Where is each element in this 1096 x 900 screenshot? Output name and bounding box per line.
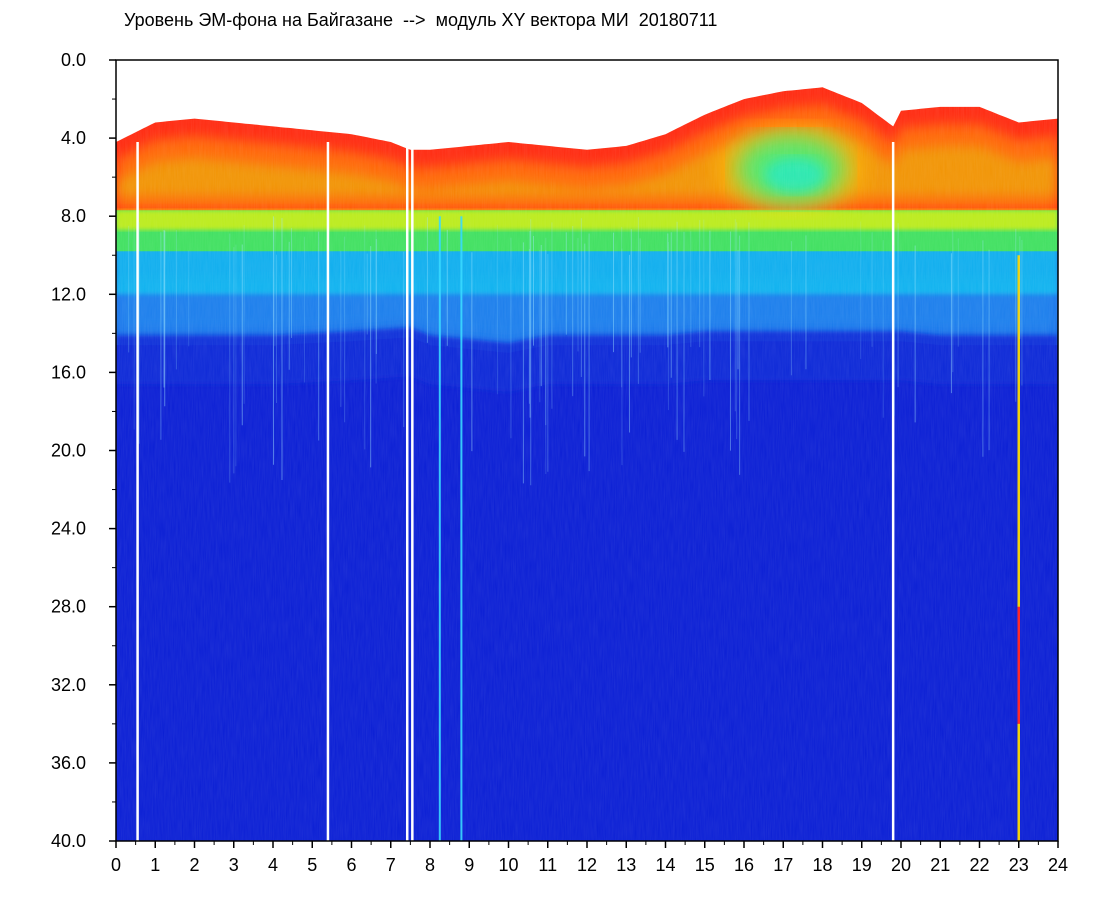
x-tick-label: 19 [852,855,872,875]
x-tick-label: 1 [150,855,160,875]
x-tick-label: 14 [655,855,675,875]
x-axis: 0 1 2 3 4 5 6 7 8 9 10 11 12 13 14 15 16 17 18 19 20 21 22 23 24 [111,841,1068,875]
x-tick-label: 23 [1009,855,1029,875]
x-tick-label: 13 [616,855,636,875]
y-tick-label: 12.0 [51,284,86,304]
x-tick-label: 11 [538,855,557,875]
x-tick-label: 20 [891,855,911,875]
x-tick-label: 8 [425,855,435,875]
y-tick-label: 28.0 [51,597,86,617]
x-tick-label: 21 [930,855,950,875]
x-tick-label: 24 [1048,855,1068,875]
x-tick-label: 2 [189,855,199,875]
plot-area [116,60,1058,841]
x-tick-label: 22 [969,855,989,875]
y-tick-label: 36.0 [51,753,86,773]
x-tick-label: 9 [464,855,474,875]
chart-title: Уровень ЭМ-фона на Байгазане --> модуль … [124,10,718,30]
y-tick-label: 4.0 [61,128,86,148]
x-tick-label: 18 [812,855,832,875]
x-tick-label: 17 [773,855,793,875]
x-tick-label: 5 [307,855,317,875]
x-tick-label: 16 [734,855,754,875]
x-tick-label: 15 [695,855,715,875]
x-tick-label: 0 [111,855,121,875]
y-tick-label: 16.0 [51,362,86,382]
y-axis: 0.0 4.0 8.0 12.0 16.0 20.0 24.0 28.0 32.0 36.0 40.… [51,50,116,851]
y-tick-label: 20.0 [51,441,86,461]
x-tick-label: 6 [346,855,356,875]
x-tick-label: 7 [386,855,396,875]
y-tick-label: 8.0 [61,206,86,226]
x-tick-label: 10 [498,855,518,875]
y-tick-label: 40.0 [51,831,86,851]
y-tick-label: 24.0 [51,519,86,539]
x-tick-label: 12 [577,855,597,875]
y-tick-label: 0.0 [61,50,86,70]
x-tick-label: 3 [229,855,239,875]
x-tick-label: 4 [268,855,278,875]
y-tick-label: 32.0 [51,675,86,695]
